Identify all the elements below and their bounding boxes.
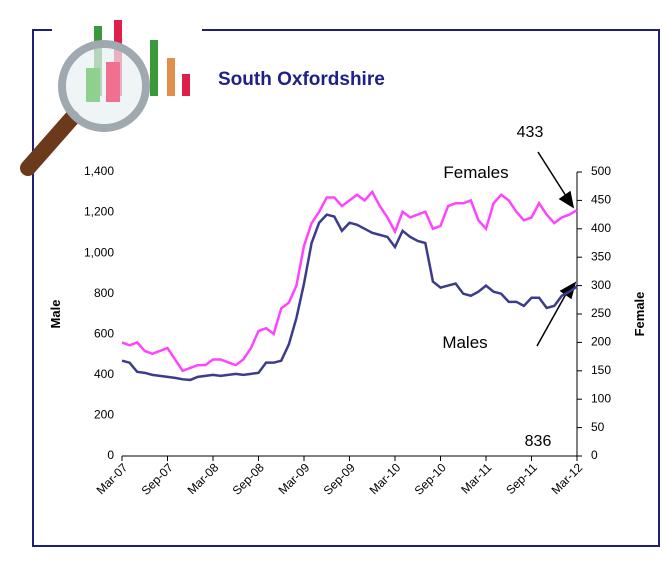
y-axis-label: Male bbox=[48, 300, 63, 329]
y2-axis-label: Female bbox=[632, 292, 647, 337]
y2-tick-label: 50 bbox=[591, 420, 605, 434]
y2-tick-label: 350 bbox=[591, 249, 611, 263]
y2-tick-label: 250 bbox=[591, 306, 611, 320]
annotation: 836 bbox=[525, 433, 552, 450]
y-tick-label: 1,000 bbox=[84, 245, 114, 259]
y-tick-label: 1,400 bbox=[84, 164, 114, 178]
y-tick-label: 600 bbox=[94, 326, 114, 340]
magnifier-icon bbox=[20, 0, 202, 176]
y2-tick-label: 500 bbox=[591, 164, 611, 178]
y2-tick-label: 300 bbox=[591, 278, 611, 292]
chart-title: South Oxfordshire bbox=[218, 69, 385, 90]
y-tick-label: 200 bbox=[94, 408, 114, 422]
line-females bbox=[121, 189, 578, 373]
y-tick-label: 0 bbox=[107, 448, 114, 462]
y-tick-label: 1,200 bbox=[84, 205, 114, 219]
y2-tick-label: 150 bbox=[591, 363, 611, 377]
y2-tick-label: 100 bbox=[591, 391, 611, 405]
annotation: Males bbox=[442, 333, 487, 352]
y-tick-label: 800 bbox=[94, 286, 114, 300]
y2-tick-label: 0 bbox=[591, 448, 598, 462]
y2-tick-label: 400 bbox=[591, 221, 611, 235]
annotation: Females bbox=[443, 163, 508, 182]
annotation: 433 bbox=[517, 124, 544, 141]
line-males bbox=[121, 213, 578, 382]
y-tick-label: 400 bbox=[94, 367, 114, 381]
y2-tick-label: 200 bbox=[591, 335, 611, 349]
y2-tick-label: 450 bbox=[591, 193, 611, 207]
